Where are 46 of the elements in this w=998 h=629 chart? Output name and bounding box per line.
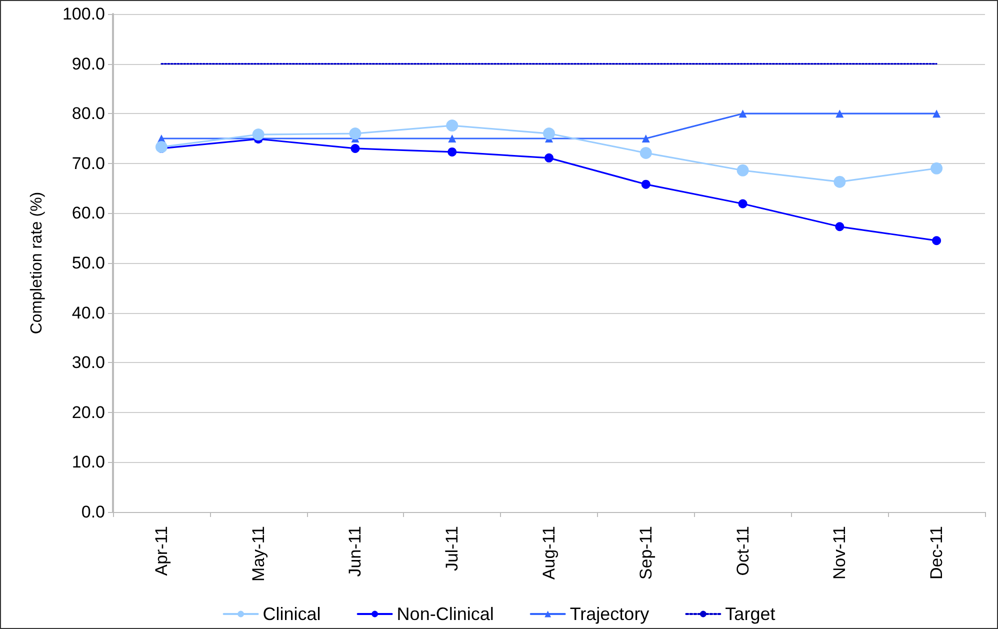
point: [544, 153, 554, 162]
point: [835, 222, 844, 232]
legend-label: Trajectory: [570, 604, 650, 624]
point: [738, 199, 748, 208]
x-tick-label: Dec-11: [927, 526, 946, 580]
point: [252, 128, 264, 141]
point: [448, 147, 457, 156]
x-tick-label: Jun-11: [346, 526, 365, 577]
point: [738, 110, 747, 118]
x-tick-label: May-11: [248, 526, 268, 582]
y-tick-label: 50.0: [72, 254, 105, 272]
point: [836, 110, 844, 118]
point: [642, 134, 650, 142]
y-tick-label: 60.0: [72, 204, 105, 223]
y-tick-label: 70.0: [72, 154, 105, 173]
y-axis-title: Completion rate (%): [28, 192, 46, 334]
y-tick-label: 90.0: [72, 54, 105, 74]
y-tick-label: 10.0: [72, 452, 105, 472]
y-tick-label: 80.0: [72, 104, 105, 124]
point: [349, 128, 362, 140]
x-tick-label: Jul-11: [442, 526, 462, 572]
x-tick-label: Oct-11: [733, 526, 752, 576]
point: [932, 236, 942, 246]
point: [350, 144, 360, 153]
point: [640, 146, 652, 159]
y-tick-label: 100.0: [62, 4, 105, 24]
point: [932, 110, 941, 118]
point: [155, 140, 168, 153]
y-tick-label: 30.0: [72, 353, 105, 372]
point: [834, 176, 846, 188]
legend-label: Non-Clinical: [396, 604, 494, 624]
x-tick-label: Sep-11: [636, 526, 656, 580]
point: [543, 128, 555, 140]
y-tick-label: 40.0: [72, 303, 105, 322]
point: [930, 162, 943, 174]
y-tick-label: 20.0: [72, 402, 105, 422]
legend-label: Target: [725, 604, 776, 624]
point: [641, 180, 650, 189]
point: [448, 134, 456, 142]
legend-label: Clinical: [262, 604, 321, 624]
y-tick-label: 0.0: [81, 502, 105, 522]
x-tick-label: Nov-11: [830, 526, 850, 580]
x-tick-label: Aug-11: [540, 526, 558, 580]
point: [446, 120, 458, 132]
point: [736, 164, 749, 176]
x-tick-label: Apr-11: [152, 526, 171, 576]
